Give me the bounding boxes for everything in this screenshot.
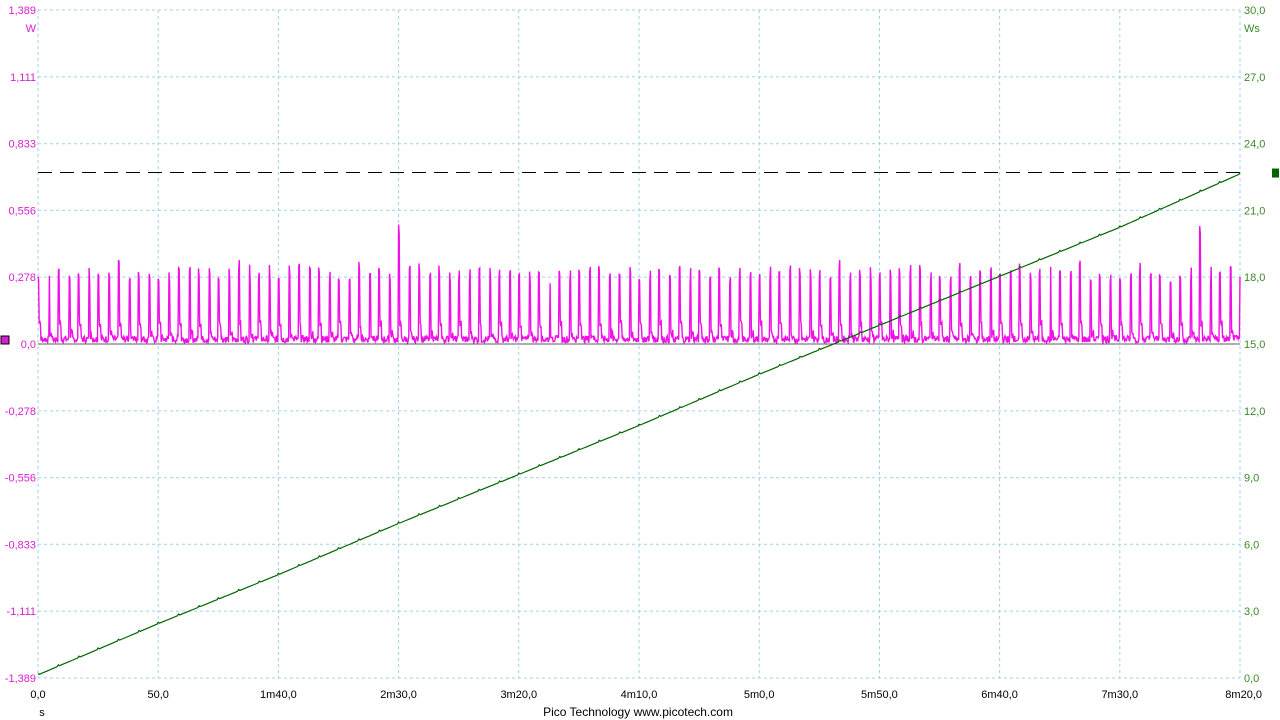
x-tick-label: 1m40,0 — [260, 689, 297, 701]
left-axis-ticks: 1,389 1,111 0,833 0,556 0,278 0,0 -0,278 -0,556… — [5, 5, 36, 685]
left-tick-label: 0,0 — [21, 339, 36, 351]
x-tick-label: 7m30,0 — [1101, 689, 1138, 701]
right-tick-label: 6,0 — [1244, 539, 1259, 551]
left-tick-label: -0,556 — [5, 473, 36, 485]
right-tick-label: 3,0 — [1244, 606, 1259, 618]
x-tick-label: 5m50,0 — [861, 689, 898, 701]
left-tick-label: -0,278 — [5, 406, 36, 418]
right-tick-label: 9,0 — [1244, 473, 1259, 485]
left-tick-label: -1,389 — [5, 673, 36, 685]
x-tick-label: 6m40,0 — [981, 689, 1018, 701]
x-tick-label: 8m20,0 — [1225, 689, 1262, 701]
right-tick-label: 15,0 — [1244, 339, 1265, 351]
left-tick-label: 1,389 — [8, 5, 36, 17]
left-tick-label: -1,111 — [6, 606, 36, 618]
x-axis-ticks: 0,0 50,0 1m40,0 2m30,0 3m20,0 4m10,0 5m0,0 5m50… — [30, 689, 1262, 701]
x-tick-label: 5m0,0 — [744, 689, 775, 701]
left-tick-label: 1,111 — [10, 72, 36, 84]
right-tick-label: 0,0 — [1244, 673, 1259, 685]
x-tick-label: 50,0 — [147, 689, 168, 701]
traces — [37, 172, 1241, 676]
x-tick-label: 0,0 — [30, 689, 45, 701]
right-channel-marker[interactable] — [1272, 168, 1279, 178]
x-tick-label: 3m20,0 — [500, 689, 537, 701]
right-tick-label: 30,0 — [1244, 5, 1265, 17]
grid — [37, 9, 1241, 679]
power-trace — [37, 224, 1241, 346]
x-tick-label: 2m30,0 — [380, 689, 417, 701]
right-axis-ticks: 30,0 27,0 24,0 21,0 18,0 15,0 12,0 9,0 6,0 3,0 0,0 — [1244, 5, 1265, 685]
credit-text: Pico Technology www.picotech.com — [543, 705, 733, 719]
right-tick-label: 27,0 — [1244, 72, 1265, 84]
right-tick-label: 21,0 — [1244, 205, 1265, 217]
right-tick-label: 12,0 — [1244, 406, 1265, 418]
left-tick-label: 0,833 — [8, 139, 36, 151]
right-tick-label: 24,0 — [1244, 139, 1265, 151]
left-tick-label: 0,278 — [8, 272, 36, 284]
left-axis-unit: W — [26, 23, 37, 35]
left-tick-label: -0,833 — [5, 539, 36, 551]
left-tick-label: 0,556 — [8, 205, 36, 217]
x-tick-label: 4m10,0 — [621, 689, 658, 701]
right-axis-unit: Ws — [1244, 23, 1260, 35]
left-channel-marker[interactable] — [0, 335, 10, 345]
energy-trace — [37, 172, 1241, 676]
right-tick-label: 18,0 — [1244, 272, 1265, 284]
x-axis-unit: s — [39, 707, 45, 719]
